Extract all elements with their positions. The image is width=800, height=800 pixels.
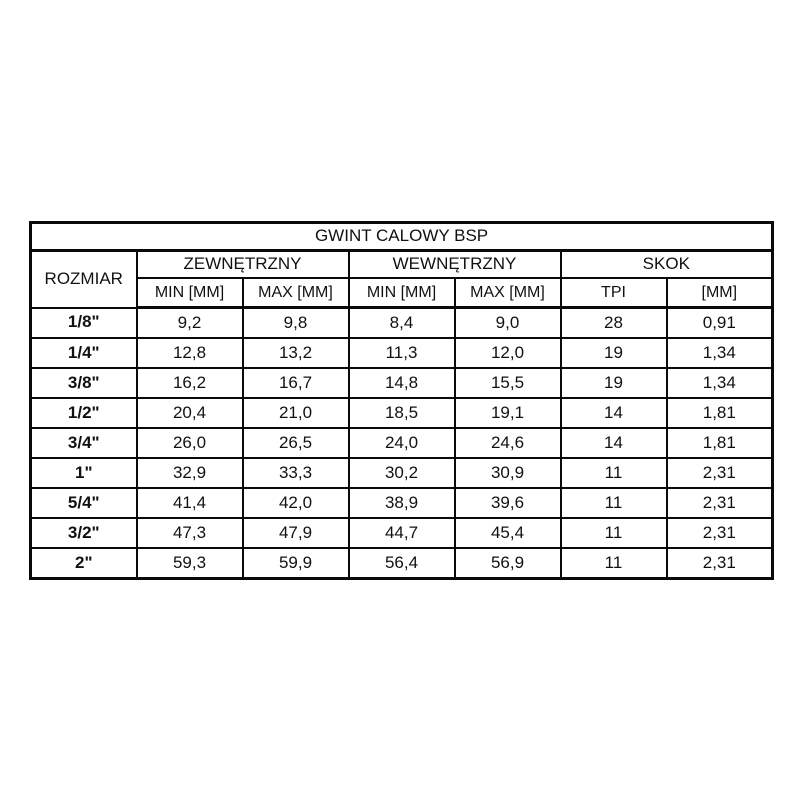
cell-wew-max: 45,4	[453, 517, 562, 549]
cell-wew-min: 38,9	[347, 487, 456, 519]
cell-tpi: 14	[559, 427, 668, 459]
column-header-wew-max: MAX [MM]	[453, 277, 562, 309]
cell-zew-min: 12,8	[135, 337, 244, 369]
sub-header-row: MIN [MM] MAX [MM] MIN [MM] MAX [MM] TPI …	[31, 277, 774, 309]
cell-zew-min: 59,3	[135, 547, 244, 580]
group-header-row: ROZMIAR ZEWNĘTRZNY WEWNĘTRZNY SKOK	[29, 249, 774, 309]
cell-tpi: 19	[559, 337, 668, 369]
cell-tpi: 19	[559, 367, 668, 399]
group-header-wewnetrzny: WEWNĘTRZNY	[347, 249, 562, 279]
cell-zew-max: 26,5	[241, 427, 350, 459]
row-size-label: 5/4"	[29, 487, 138, 519]
cell-wew-max: 56,9	[453, 547, 562, 580]
row-size-label: 1/2"	[29, 397, 138, 429]
row-size-label: 3/8"	[29, 367, 138, 399]
cell-wew-min: 8,4	[347, 306, 456, 339]
row-size-label: 2"	[29, 547, 138, 580]
table-title-row: GWINT CALOWY BSP	[29, 221, 774, 252]
cell-wew-min: 30,2	[347, 457, 456, 489]
row-size-label: 1"	[29, 457, 138, 489]
cell-wew-max: 12,0	[453, 337, 562, 369]
cell-wew-min: 24,0	[347, 427, 456, 459]
cell-wew-max: 15,5	[453, 367, 562, 399]
cell-tpi: 11	[559, 457, 668, 489]
table-row: 1" 32,9 33,3 30,2 30,9 11 2,31	[29, 457, 774, 489]
cell-zew-max: 47,9	[241, 517, 350, 549]
cell-zew-min: 16,2	[135, 367, 244, 399]
cell-zew-min: 32,9	[135, 457, 244, 489]
cell-skok-mm: 2,31	[665, 457, 774, 489]
table-title: GWINT CALOWY BSP	[29, 221, 774, 252]
cell-tpi: 11	[559, 547, 668, 580]
table-row: 3/4" 26,0 26,5 24,0 24,6 14 1,81	[29, 427, 774, 459]
cell-wew-min: 11,3	[347, 337, 456, 369]
table-row: 3/2" 47,3 47,9 44,7 45,4 11 2,31	[29, 517, 774, 549]
cell-wew-max: 30,9	[453, 457, 562, 489]
thread-spec-table-container: GWINT CALOWY BSP ROZMIAR ZEWNĘTRZNY WEWN…	[29, 221, 775, 580]
group-header-skok: SKOK	[559, 249, 774, 279]
table-row: 1/4" 12,8 13,2 11,3 12,0 19 1,34	[29, 337, 774, 369]
cell-wew-max: 9,0	[453, 306, 562, 339]
cell-zew-min: 20,4	[135, 397, 244, 429]
cell-zew-max: 59,9	[241, 547, 350, 580]
table-row: 3/8" 16,2 16,7 14,8 15,5 19 1,34	[29, 367, 774, 399]
cell-zew-max: 16,7	[241, 367, 350, 399]
table-row: 1/8" 9,2 9,8 8,4 9,0 28 0,91	[29, 306, 774, 339]
column-header-zew-max: MAX [MM]	[241, 277, 350, 309]
row-size-label: 1/8"	[29, 306, 138, 339]
column-header-wew-min: MIN [MM]	[347, 277, 456, 309]
cell-wew-min: 14,8	[347, 367, 456, 399]
cell-wew-max: 39,6	[453, 487, 562, 519]
cell-zew-min: 41,4	[135, 487, 244, 519]
cell-wew-max: 24,6	[453, 427, 562, 459]
cell-zew-max: 21,0	[241, 397, 350, 429]
cell-zew-min: 9,2	[135, 306, 244, 339]
cell-wew-max: 19,1	[453, 397, 562, 429]
row-size-label: 3/4"	[29, 427, 138, 459]
table-row: 5/4" 41,4 42,0 38,9 39,6 11 2,31	[29, 487, 774, 519]
column-header-tpi: TPI	[559, 277, 668, 309]
bsp-thread-table: GWINT CALOWY BSP ROZMIAR ZEWNĘTRZNY WEWN…	[29, 221, 775, 580]
cell-tpi: 14	[559, 397, 668, 429]
cell-tpi: 11	[559, 517, 668, 549]
cell-zew-max: 42,0	[241, 487, 350, 519]
cell-wew-min: 18,5	[347, 397, 456, 429]
cell-tpi: 28	[559, 306, 668, 339]
cell-skok-mm: 1,34	[665, 337, 774, 369]
table-row: 2" 59,3 59,9 56,4 56,9 11 2,31	[29, 547, 774, 580]
cell-skok-mm: 1,34	[665, 367, 774, 399]
cell-skok-mm: 1,81	[665, 427, 774, 459]
cell-skok-mm: 2,31	[665, 487, 774, 519]
cell-zew-min: 26,0	[135, 427, 244, 459]
column-header-zew-min: MIN [MM]	[135, 277, 244, 309]
column-header-skok-mm: [MM]	[665, 277, 774, 309]
group-header-zewnetrzny: ZEWNĘTRZNY	[135, 249, 350, 279]
cell-tpi: 11	[559, 487, 668, 519]
cell-zew-max: 9,8	[241, 306, 350, 339]
cell-zew-max: 13,2	[241, 337, 350, 369]
cell-skok-mm: 0,91	[665, 306, 774, 339]
cell-zew-min: 47,3	[135, 517, 244, 549]
cell-zew-max: 33,3	[241, 457, 350, 489]
cell-wew-min: 44,7	[347, 517, 456, 549]
cell-wew-min: 56,4	[347, 547, 456, 580]
column-header-rozmiar: ROZMIAR	[29, 249, 138, 309]
cell-skok-mm: 2,31	[665, 517, 774, 549]
row-size-label: 3/2"	[29, 517, 138, 549]
table-row: 1/2" 20,4 21,0 18,5 19,1 14 1,81	[29, 397, 774, 429]
cell-skok-mm: 2,31	[665, 547, 774, 580]
row-size-label: 1/4"	[29, 337, 138, 369]
cell-skok-mm: 1,81	[665, 397, 774, 429]
